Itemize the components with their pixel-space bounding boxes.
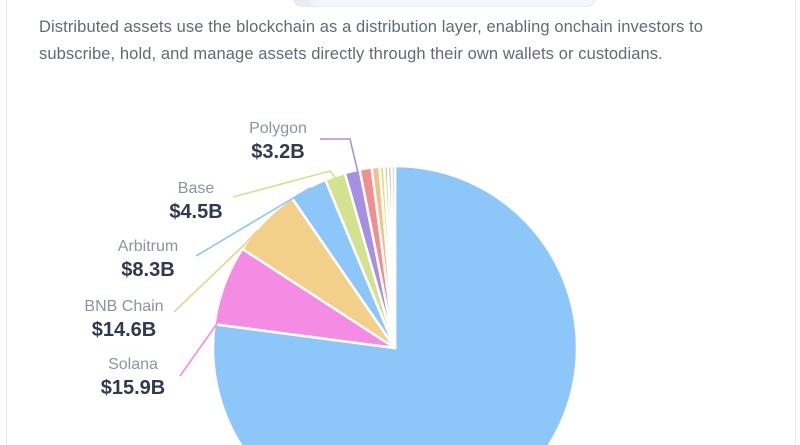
slice-value: $3.2B	[251, 141, 305, 163]
pie-slice-largest-unlabeled[interactable]	[211, 164, 579, 445]
slice-label-polygon: Polygon $3.2B	[249, 118, 307, 165]
slice-name: Base	[177, 180, 215, 197]
slice-value: $14.6B	[91, 319, 157, 341]
slice-label-base: Base $4.5B	[169, 178, 222, 225]
leader-line-base	[232, 170, 342, 198]
leader-line-solana	[179, 272, 264, 377]
description-text: Distributed assets use the blockchain as…	[39, 18, 704, 63]
slice-label-bnb-chain: BNB Chain $14.6B	[84, 296, 163, 343]
slice-label-arbitrum: Arbitrum $8.3B	[118, 236, 178, 283]
leader-line-arbitrum	[195, 186, 319, 257]
slice-name: BNB Chain	[84, 298, 164, 315]
slice-name: Solana	[108, 356, 158, 373]
card-left-border	[6, 0, 7, 445]
card-right-border	[795, 0, 796, 445]
slice-value: $4.5B	[169, 201, 223, 223]
slice-name: Polygon	[249, 120, 307, 137]
pie-slice-small-6[interactable]	[390, 164, 397, 350]
leader-line-bnb-chain	[173, 229, 259, 313]
leader-line-polygon	[320, 138, 360, 178]
slice-label-solana: Solana $15.9B	[101, 354, 166, 401]
slice-name: Arbitrum	[117, 238, 179, 255]
slice-value: $8.3B	[121, 259, 175, 281]
slice-value: $15.9B	[100, 377, 166, 399]
